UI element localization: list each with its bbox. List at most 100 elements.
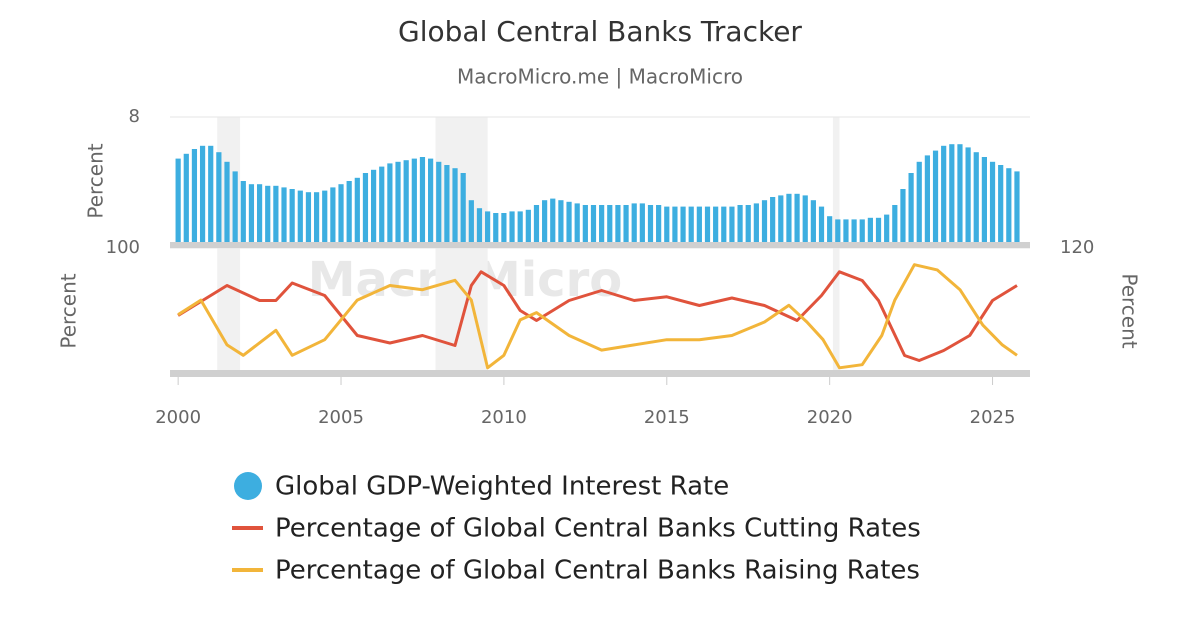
bar bbox=[395, 161, 401, 245]
bar bbox=[183, 153, 189, 245]
bar bbox=[322, 190, 328, 245]
bar bbox=[786, 193, 792, 245]
bar bbox=[729, 206, 735, 245]
bar bbox=[761, 200, 768, 245]
bar bbox=[1014, 171, 1020, 245]
bar bbox=[664, 206, 670, 245]
x-tick-label: 2020 bbox=[807, 407, 853, 428]
bar bbox=[362, 173, 369, 245]
bar bbox=[354, 177, 360, 245]
bar bbox=[827, 216, 833, 245]
bar bbox=[525, 209, 531, 245]
x-tick-label: 2005 bbox=[318, 407, 364, 428]
bar bbox=[884, 214, 890, 245]
bar bbox=[216, 152, 222, 245]
y-axis-label: Percent bbox=[57, 273, 81, 348]
bar bbox=[688, 206, 694, 245]
bar bbox=[493, 213, 499, 245]
bar bbox=[248, 184, 255, 245]
bar bbox=[485, 211, 491, 245]
bar bbox=[411, 158, 417, 245]
legend-label: Percentage of Global Central Banks Cutti… bbox=[275, 514, 921, 544]
y-tick-label: 8 bbox=[129, 106, 140, 127]
bar bbox=[550, 198, 556, 245]
bar bbox=[501, 213, 507, 245]
bar bbox=[656, 205, 662, 245]
bar bbox=[436, 161, 442, 245]
shaded-period bbox=[832, 248, 840, 373]
bar bbox=[175, 158, 181, 245]
bar bbox=[843, 219, 849, 245]
bar bbox=[232, 171, 238, 245]
bar bbox=[924, 155, 930, 245]
shaded-period bbox=[435, 248, 488, 373]
y2-axis-label: Percent bbox=[1118, 273, 1142, 348]
bar bbox=[582, 205, 588, 245]
bar bbox=[468, 200, 474, 245]
legend-label: Percentage of Global Central Banks Raisi… bbox=[275, 556, 920, 586]
bar bbox=[208, 145, 214, 245]
bar bbox=[419, 157, 426, 245]
bar bbox=[338, 184, 344, 245]
bar bbox=[256, 184, 263, 245]
bar bbox=[745, 205, 751, 245]
bar bbox=[908, 173, 914, 245]
bar bbox=[680, 206, 686, 245]
bar bbox=[835, 219, 841, 245]
chart-title: Global Central Banks Tracker bbox=[398, 15, 802, 48]
bar bbox=[428, 158, 434, 245]
bar bbox=[949, 144, 955, 245]
bar bbox=[672, 206, 678, 245]
bar bbox=[623, 205, 629, 245]
bar bbox=[639, 203, 645, 245]
bar bbox=[737, 205, 743, 245]
bar bbox=[713, 206, 719, 245]
bar bbox=[444, 165, 450, 245]
bar bbox=[900, 189, 906, 245]
x-tick-label: 2010 bbox=[481, 407, 527, 428]
bar bbox=[989, 161, 996, 245]
bar bbox=[517, 211, 523, 245]
bar bbox=[615, 205, 621, 245]
bar bbox=[452, 168, 458, 245]
bar bbox=[191, 149, 198, 245]
bar bbox=[240, 181, 246, 245]
line-series bbox=[177, 270, 1018, 362]
bar bbox=[981, 157, 987, 245]
x-tick-label: 2000 bbox=[155, 407, 201, 428]
bar bbox=[509, 211, 515, 245]
bar bbox=[590, 205, 597, 245]
bar bbox=[297, 190, 303, 245]
bar bbox=[542, 200, 548, 245]
y-axis-label: Percent bbox=[84, 143, 108, 218]
bar bbox=[460, 173, 466, 245]
legend-marker bbox=[234, 472, 262, 500]
bar bbox=[778, 195, 784, 245]
bar bbox=[851, 219, 857, 245]
bar bbox=[566, 201, 572, 245]
bar bbox=[574, 203, 580, 245]
bar bbox=[313, 192, 320, 245]
bar bbox=[916, 161, 922, 245]
bar bbox=[330, 187, 336, 245]
bar bbox=[631, 203, 637, 245]
bar bbox=[892, 205, 898, 245]
bar bbox=[932, 150, 939, 245]
bar bbox=[346, 181, 352, 245]
bar bbox=[998, 165, 1004, 245]
bar bbox=[802, 195, 808, 245]
bar bbox=[704, 206, 711, 245]
bar bbox=[941, 145, 947, 245]
bar bbox=[558, 200, 564, 245]
line-series bbox=[177, 263, 1018, 370]
bar bbox=[533, 205, 540, 245]
bar bbox=[770, 197, 776, 245]
x-tick-label: 2015 bbox=[644, 407, 690, 428]
bar bbox=[1006, 168, 1012, 245]
x-tick-label: 2025 bbox=[970, 407, 1016, 428]
bar bbox=[647, 205, 654, 245]
bar bbox=[281, 187, 287, 245]
bar bbox=[305, 192, 312, 245]
axis-band bbox=[170, 242, 1030, 248]
